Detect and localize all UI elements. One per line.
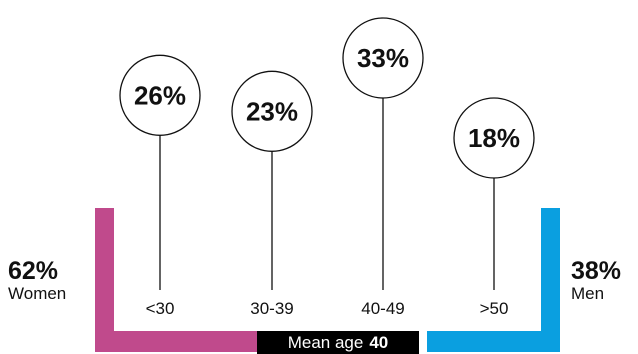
- bubble-under-30: [119, 54, 201, 136]
- mean-age-value: 40: [369, 333, 389, 352]
- category-label-30-39: 30-39: [250, 299, 293, 318]
- value-label-40-49: 33%: [357, 43, 409, 73]
- value-label-over-50: 18%: [468, 123, 520, 153]
- bubble-40-49: [342, 17, 424, 99]
- women-percent: 62%: [8, 257, 59, 285]
- category-label-over-50: >50: [480, 299, 509, 318]
- bubble-over-50: [453, 97, 535, 179]
- category-label-under-30: <30: [146, 299, 175, 318]
- women-label: Women: [8, 284, 67, 303]
- value-label-under-30: 26%: [134, 80, 186, 110]
- value-label-30-39: 23%: [246, 96, 298, 126]
- bubble-30-39: [231, 70, 313, 152]
- men-percent: 38%: [571, 257, 622, 285]
- category-label-40-49: 40-49: [361, 299, 404, 318]
- men-bracket: [427, 208, 560, 352]
- women-bracket: [95, 208, 257, 352]
- mean-age-label: Mean age: [287, 333, 364, 352]
- mean-age-badge: Mean age 40: [257, 331, 419, 354]
- men-label: Men: [571, 284, 605, 303]
